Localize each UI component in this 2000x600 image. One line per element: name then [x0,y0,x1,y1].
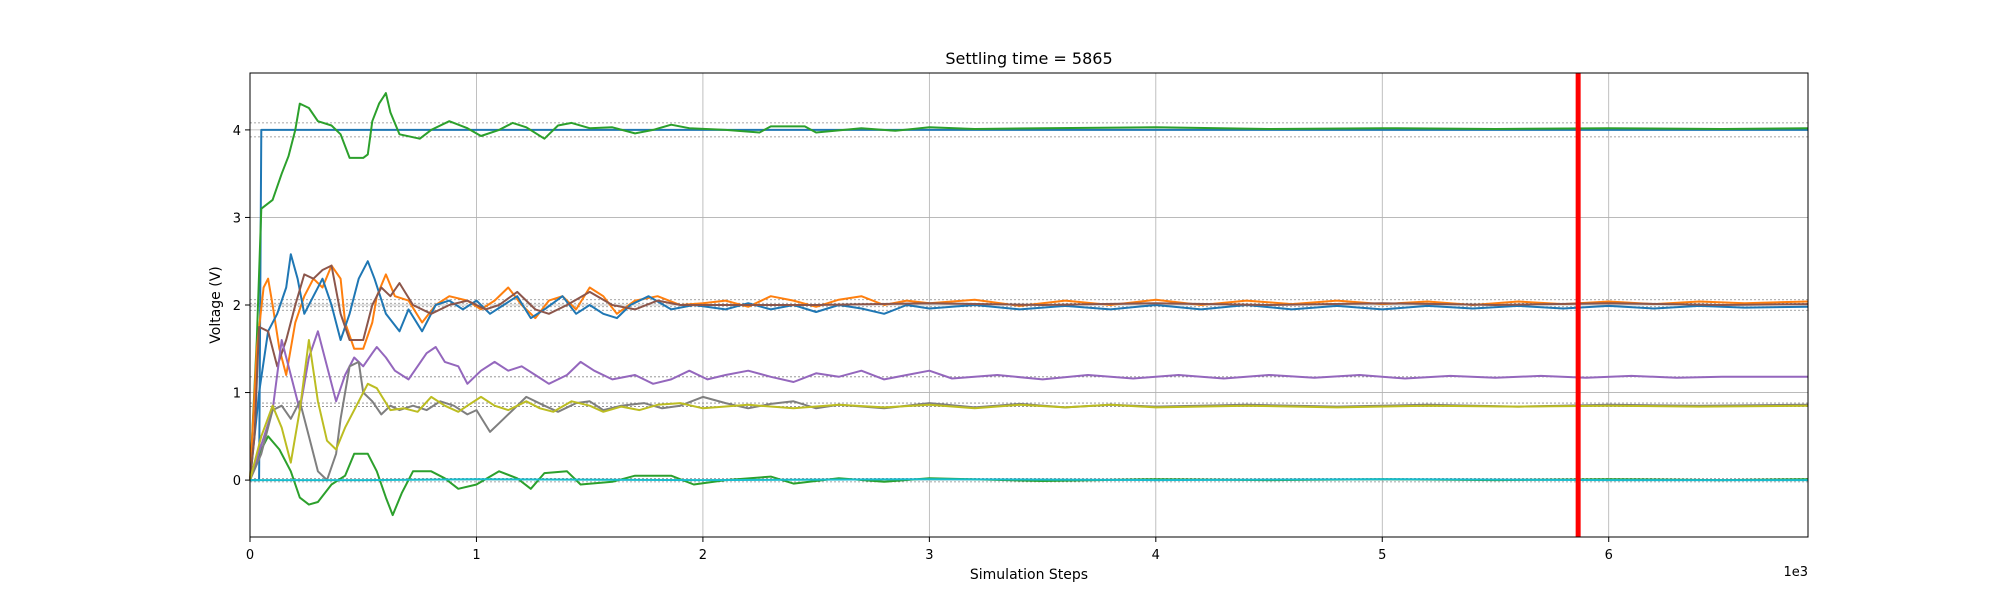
series-line-2 [249,435,1809,517]
chart-title: Settling time = 5865 [945,49,1112,68]
series-line-5 [249,264,1809,481]
x-tick-label-0: 0 [246,548,254,563]
y-tick-label-3: 3 [233,211,241,226]
series-line-7 [249,360,1809,482]
y-axis-label: Voltage (V) [208,266,224,343]
reference-lines [250,122,1808,483]
series-line-1 [249,92,1809,481]
y-tick-label-2: 2 [233,299,241,314]
x-scale-label: 1e3 [1783,565,1808,580]
y-tick-label-0: 0 [233,474,241,489]
x-tick-label-6: 6 [1605,548,1613,563]
x-tick-label-5: 5 [1378,548,1386,563]
series-line-6 [249,330,1808,481]
x-axis-label: Simulation Steps [970,567,1088,583]
y-tick-label-4: 4 [233,124,241,139]
y-tick-label-1: 1 [233,387,241,402]
series-line-4 [249,253,1809,481]
series-line-9 [250,478,1808,482]
series-line-8 [249,339,1809,481]
x-tick-label-2: 2 [699,548,707,563]
series-line-3 [249,264,1809,481]
series-group [249,92,1809,517]
x-tick-label-3: 3 [925,548,933,563]
x-tick-label-1: 1 [472,548,480,563]
axis-ticks: 0 1 2 3 4 5 6 0 1 2 3 4 [233,124,1613,563]
x-tick-label-4: 4 [1152,548,1160,563]
